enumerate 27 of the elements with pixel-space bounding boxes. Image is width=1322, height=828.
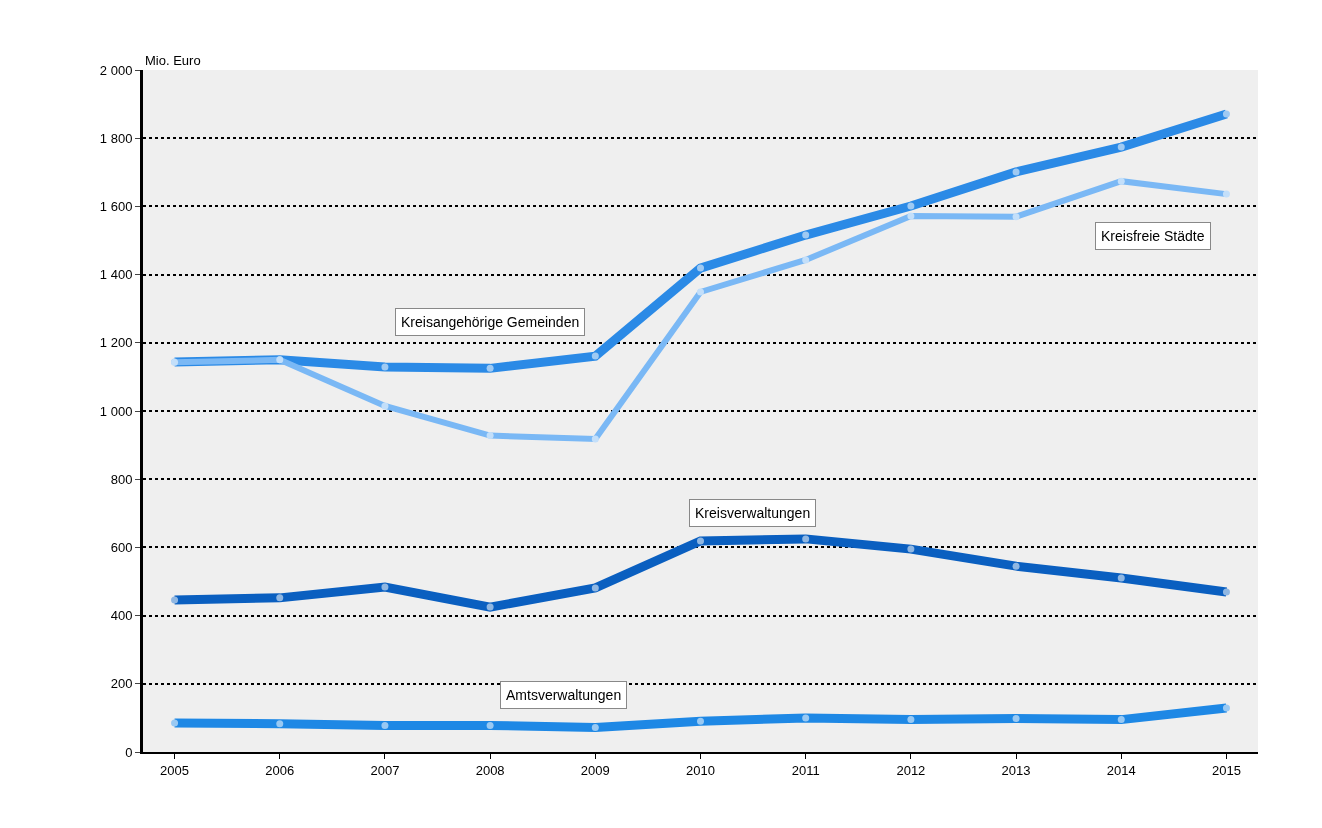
x-tick-label: 2005 (160, 762, 190, 778)
series-label: Kreisverwaltungen (695, 505, 811, 521)
y-tick-label: 1 000 (99, 403, 133, 419)
x-tick-label: 2015 (1211, 762, 1241, 778)
x-tick-label: 2006 (265, 762, 295, 778)
y-tick-label: 800 (110, 471, 133, 487)
x-tick-label: 2014 (1106, 762, 1136, 778)
x-tick-label: 2012 (896, 762, 926, 778)
x-tick-label: 2013 (1001, 762, 1031, 778)
y-tick-label: 0 (125, 744, 133, 760)
x-tick-label: 2007 (370, 762, 400, 778)
text: Kreisfreie Städte (1101, 228, 1205, 244)
x-tick-label: 2011 (791, 762, 820, 778)
x-tick-label: 2009 (580, 762, 610, 778)
y-tick-label: 200 (110, 676, 133, 692)
series-label: Kreisangehörige Gemeinden (401, 314, 580, 330)
y-tick-label: 1 400 (99, 267, 133, 283)
y-tick-label: 400 (110, 608, 133, 624)
y-tick-label: 1 600 (99, 198, 133, 214)
y-tick-label: 2 000 (99, 62, 133, 78)
y-tick-label: 1 200 (99, 335, 133, 351)
x-tick-label: 2010 (686, 762, 715, 778)
x-tick-label: 2008 (475, 762, 505, 778)
y-tick-label: 1 800 (99, 130, 133, 146)
y-tick-label: 600 (110, 539, 133, 555)
y-axis-title: Mio. Euro (145, 53, 201, 68)
series-label: Amtsverwaltungen (506, 687, 622, 703)
